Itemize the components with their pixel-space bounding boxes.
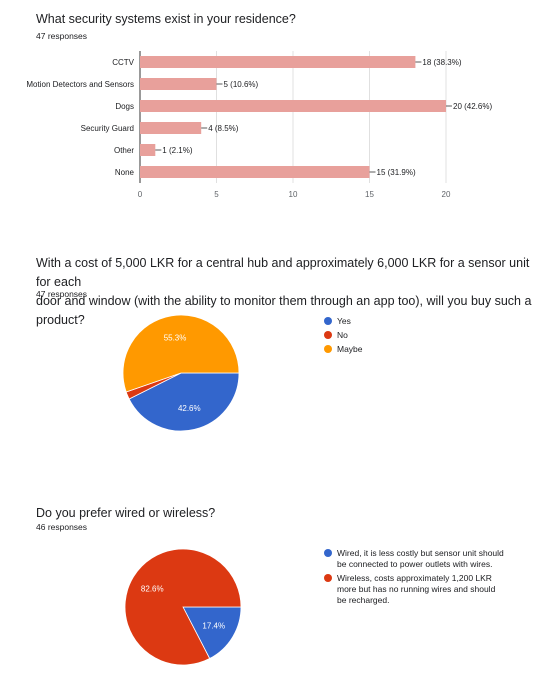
bar bbox=[140, 144, 156, 156]
bar-category-label: CCTV bbox=[112, 58, 134, 67]
x-tick-label: 20 bbox=[442, 190, 451, 199]
bar bbox=[140, 122, 202, 134]
response-count-2: 47 responses bbox=[36, 289, 88, 299]
legend-item: Yes bbox=[324, 316, 474, 327]
legend-item: Maybe bbox=[324, 344, 474, 355]
x-tick-label: 5 bbox=[214, 190, 219, 199]
bar-data-label: 20 (42.6%) bbox=[453, 102, 492, 111]
legend-label: Yes bbox=[337, 316, 351, 326]
legend-label: Maybe bbox=[337, 344, 363, 354]
bar-data-label: 15 (31.9%) bbox=[377, 168, 416, 177]
bar bbox=[140, 56, 416, 68]
x-tick-label: 10 bbox=[289, 190, 298, 199]
bar-category-label: Security Guard bbox=[81, 124, 134, 133]
bar-chart: CCTV Motion Detectors and Sensors Dogs Secu… bbox=[26, 51, 492, 199]
question-title-2-line2: door and window (with the ability to mon… bbox=[36, 294, 532, 327]
pie-slice bbox=[124, 548, 242, 666]
x-tick-label: 0 bbox=[138, 190, 143, 199]
legend-swatch bbox=[324, 574, 332, 582]
response-count-1: 47 responses bbox=[36, 31, 88, 41]
pie-slice bbox=[182, 606, 242, 660]
bar bbox=[140, 166, 370, 178]
bar-data-label: 1 (2.1%) bbox=[162, 146, 193, 155]
legend-item: Wired, it is less costly but sensor unit… bbox=[324, 548, 504, 570]
pie-slice-label: 55.3% bbox=[164, 334, 187, 343]
legend-label: Wireless, costs approximately 1,200 LKR … bbox=[337, 573, 496, 605]
bar bbox=[140, 78, 217, 90]
legend-item: No bbox=[324, 330, 474, 341]
pie-chart-wired-wireless: 17.4% 82.6% bbox=[124, 548, 242, 666]
x-tick-label: 15 bbox=[365, 190, 374, 199]
pie-chart-purchase: 42.6% 55.3% bbox=[122, 314, 240, 432]
legend-label: No bbox=[337, 330, 348, 340]
legend-item: Wireless, costs approximately 1,200 LKR … bbox=[324, 573, 504, 606]
question-title-2-line1: With a cost of 5,000 LKR for a central h… bbox=[36, 256, 530, 289]
legend-label: Wired, it is less costly but sensor unit… bbox=[337, 548, 504, 569]
pie-slice-label: 42.6% bbox=[178, 404, 201, 413]
bar-data-label: 5 (10.6%) bbox=[224, 80, 259, 89]
legend-swatch bbox=[324, 317, 332, 325]
pie-slice-label: 82.6% bbox=[141, 584, 164, 593]
pie-slice-label: 17.4% bbox=[202, 622, 225, 631]
pie-slice bbox=[128, 372, 240, 432]
question-title-3: Do you prefer wired or wireless? bbox=[36, 506, 216, 520]
question-title-2: With a cost of 5,000 LKR for a central h… bbox=[36, 254, 541, 330]
response-count-3: 46 responses bbox=[36, 522, 88, 532]
bar-category-label: None bbox=[115, 168, 135, 177]
bar bbox=[140, 100, 446, 112]
bar-category-label: Dogs bbox=[115, 102, 134, 111]
legend-swatch bbox=[324, 345, 332, 353]
legend-swatch bbox=[324, 331, 332, 339]
question-title-1: What security systems exist in your resi… bbox=[36, 12, 296, 26]
pie-slice bbox=[122, 314, 240, 393]
legend-swatch bbox=[324, 549, 332, 557]
bar-category-label: Other bbox=[114, 146, 134, 155]
bar-category-label: Motion Detectors and Sensors bbox=[26, 80, 134, 89]
bar-data-label: 4 (8.5%) bbox=[208, 124, 239, 133]
legend-wired-wireless: Wired, it is less costly but sensor unit… bbox=[324, 548, 504, 609]
legend-purchase: Yes No Maybe bbox=[324, 316, 474, 358]
bar-data-label: 18 (38.3%) bbox=[422, 58, 461, 67]
